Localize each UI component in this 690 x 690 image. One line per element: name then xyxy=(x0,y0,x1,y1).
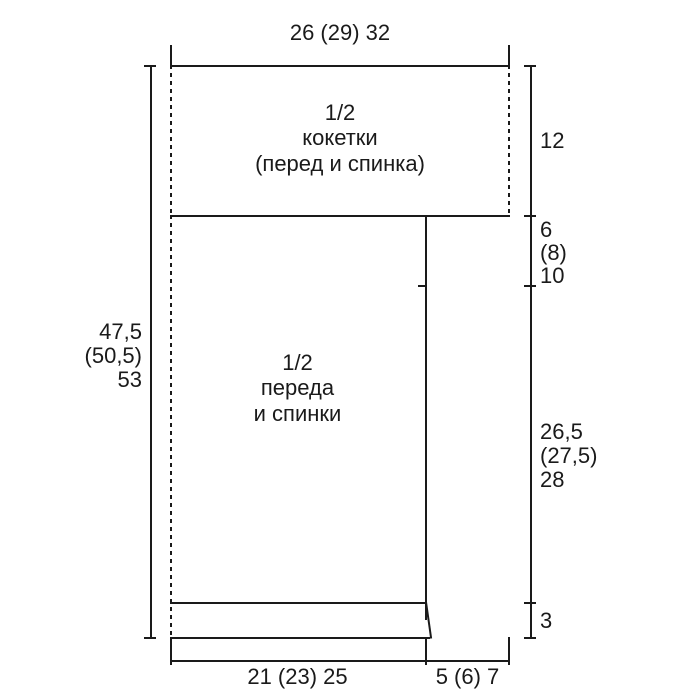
body-label-3: и спинки xyxy=(254,401,342,426)
dim-top: 26 (29) 32 xyxy=(170,20,510,45)
yoke-label-2: кокетки xyxy=(302,125,377,150)
tick-r-yoke-bot xyxy=(524,215,536,217)
tick-r-bottom xyxy=(524,637,536,639)
tick-l-top xyxy=(144,65,156,67)
body-left-edge xyxy=(170,215,172,637)
dim-hem-height: 3 xyxy=(540,608,552,633)
yoke-label: 1/2 кокетки (перед и спинка) xyxy=(170,100,510,176)
dim-bottom-body: 21 (23) 25 xyxy=(170,664,425,689)
dim-yoke-height: 12 xyxy=(540,128,564,153)
hem-slant xyxy=(425,602,432,639)
schematic-canvas: 1/2 кокетки (перед и спинка) 1/2 переда … xyxy=(0,0,690,690)
body-label: 1/2 переда и спинки xyxy=(170,350,425,426)
dim-bottom-ext: 5 (6) 7 xyxy=(425,664,510,689)
tick-l-bottom xyxy=(144,637,156,639)
yoke-label-3: (перед и спинка) xyxy=(255,151,425,176)
hem-bottom-edge xyxy=(170,637,430,639)
dim-body-height: 26,5(27,5)28 xyxy=(540,420,597,493)
yoke-top-edge xyxy=(170,65,510,67)
yoke-top-tick-right xyxy=(508,45,510,65)
dim-left-total: 47,5(50,5)53 xyxy=(70,320,142,393)
yoke-label-1: 1/2 xyxy=(325,100,356,125)
yoke-bottom-edge xyxy=(170,215,510,217)
tick-b-mid xyxy=(425,637,427,665)
dim-right-guide xyxy=(530,65,532,637)
dim-underarm: 6(8)10 xyxy=(540,218,567,287)
tick-r-yoke-top xyxy=(524,65,536,67)
tick-b-right xyxy=(508,637,510,665)
body-right-edge xyxy=(425,215,427,620)
underarm-tick xyxy=(418,285,427,287)
yoke-top-tick-left xyxy=(170,45,172,65)
dim-bottom-guide xyxy=(170,660,510,662)
body-label-1: 1/2 xyxy=(282,350,313,375)
tick-r-hemline xyxy=(524,602,536,604)
body-label-2: переда xyxy=(261,375,334,400)
body-hemline xyxy=(170,602,425,604)
dim-left-guide xyxy=(150,65,152,637)
tick-r-underarm xyxy=(524,285,536,287)
tick-b-left xyxy=(170,637,172,665)
